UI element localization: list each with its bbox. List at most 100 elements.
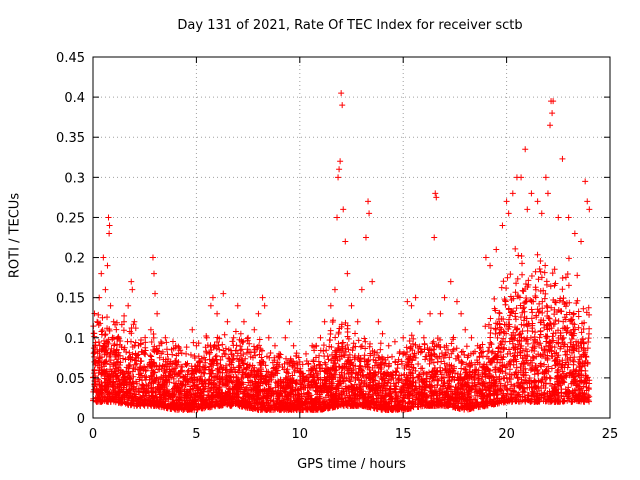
- data-point: [508, 297, 515, 304]
- data-point: [358, 377, 365, 384]
- data-point: [542, 262, 549, 269]
- data-point: [465, 352, 472, 359]
- data-point: [529, 344, 536, 351]
- data-point: [219, 341, 226, 348]
- data-point: [145, 382, 152, 389]
- data-point: [375, 368, 382, 375]
- data-point: [502, 364, 509, 371]
- data-point: [335, 329, 342, 336]
- data-point: [193, 376, 200, 383]
- data-point: [185, 367, 192, 374]
- data-point: [546, 374, 553, 381]
- data-point: [315, 376, 322, 383]
- data-point: [311, 362, 318, 369]
- data-point: [370, 404, 377, 411]
- data-point: [514, 337, 521, 344]
- data-point: [458, 365, 465, 372]
- data-point: [349, 369, 356, 376]
- data-point: [235, 369, 242, 376]
- data-point: [140, 401, 147, 408]
- data-point: [500, 335, 507, 342]
- data-point: [500, 278, 507, 285]
- data-point: [570, 378, 577, 385]
- data-point: [169, 338, 176, 345]
- data-point: [352, 377, 359, 384]
- data-point: [575, 313, 582, 320]
- data-point: [567, 357, 574, 364]
- data-point: [130, 365, 137, 372]
- data-point: [192, 366, 199, 373]
- data-point: [327, 327, 334, 334]
- data-point: [426, 360, 433, 367]
- data-point: [359, 343, 366, 350]
- data-point: [201, 354, 208, 361]
- data-point: [316, 352, 323, 359]
- data-point: [537, 257, 544, 264]
- data-point: [422, 384, 429, 391]
- data-point: [210, 370, 217, 377]
- data-point: [531, 385, 538, 392]
- data-point: [520, 288, 527, 295]
- data-point: [503, 386, 510, 393]
- data-point: [494, 334, 501, 341]
- data-point: [158, 373, 165, 380]
- data-point: [401, 387, 408, 394]
- data-point: [444, 346, 451, 353]
- data-point: [434, 381, 441, 388]
- data-point: [377, 340, 384, 347]
- data-point: [142, 334, 149, 341]
- data-point: [378, 360, 385, 367]
- data-point: [466, 396, 473, 403]
- data-point: [567, 370, 574, 377]
- data-point: [405, 400, 412, 407]
- data-point: [547, 339, 554, 346]
- data-point: [352, 330, 359, 337]
- data-point: [206, 387, 213, 394]
- data-point: [543, 343, 550, 350]
- data-point: [360, 373, 367, 380]
- data-point: [534, 306, 541, 313]
- data-point: [472, 348, 479, 355]
- data-point: [126, 375, 133, 382]
- data-point: [327, 337, 334, 344]
- data-point: [150, 347, 157, 354]
- data-point: [213, 345, 220, 352]
- data-point: [338, 321, 345, 328]
- data-point: [505, 316, 512, 323]
- data-point: [578, 374, 585, 381]
- data-point: [137, 394, 144, 401]
- data-point: [237, 343, 244, 350]
- data-point: [532, 378, 539, 385]
- data-point: [113, 319, 120, 326]
- data-point: [437, 389, 444, 396]
- data-point: [578, 329, 585, 336]
- data-point: [345, 346, 352, 353]
- data-point: [91, 353, 98, 360]
- data-point: [333, 366, 340, 373]
- data-point: [355, 369, 362, 376]
- data-point: [533, 353, 540, 360]
- data-point: [177, 368, 184, 375]
- data-point: [259, 347, 266, 354]
- data-point: [557, 308, 564, 315]
- data-point: [527, 357, 534, 364]
- data-point: [309, 366, 316, 373]
- data-point: [523, 295, 530, 302]
- data-point: [121, 312, 128, 319]
- data-point: [277, 351, 284, 358]
- data-point: [169, 360, 176, 367]
- data-point: [357, 343, 364, 350]
- data-point: [254, 345, 261, 352]
- data-point: [143, 367, 150, 374]
- data-point: [498, 354, 505, 361]
- data-point: [256, 351, 263, 358]
- data-point: [247, 369, 254, 376]
- data-point: [96, 355, 103, 362]
- data-point: [567, 339, 574, 346]
- data-point: [430, 359, 437, 366]
- data-point: [518, 376, 525, 383]
- data-point: [558, 386, 565, 393]
- data-point: [496, 310, 503, 317]
- data-point: [479, 364, 486, 371]
- data-point: [381, 370, 388, 377]
